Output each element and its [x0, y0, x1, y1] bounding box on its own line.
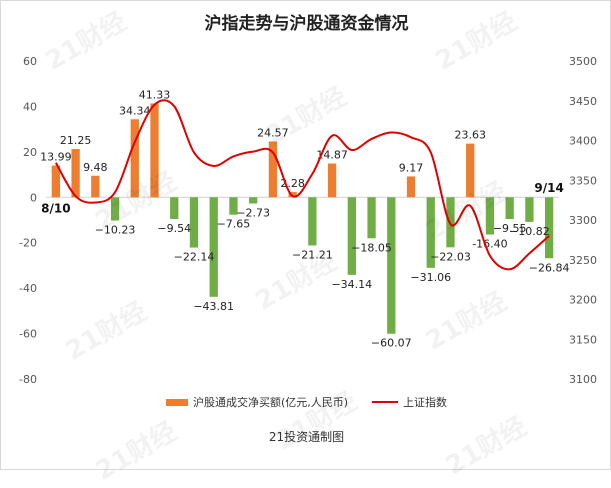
source-note: 21投资通制图 [268, 430, 345, 444]
bar [249, 197, 258, 204]
left-tick-label: -40 [19, 282, 37, 295]
legend-line-swatch [372, 401, 399, 403]
bar-data-labels: 13.99 21.25 9.48 −10.23 34.34 41.33 −9.54 −22.1… [40, 88, 569, 349]
bar-data-label: 23.63 [454, 129, 486, 142]
right-tick-label: 3100 [569, 373, 597, 386]
bar-data-label: −10.23 [95, 224, 136, 237]
bar [505, 197, 514, 219]
bar [387, 197, 396, 334]
bar [268, 141, 278, 198]
bar-data-label: 21.25 [60, 134, 92, 147]
bar [327, 163, 337, 198]
bar-data-label: −31.06 [410, 271, 451, 284]
bar-data-label: −21.21 [292, 248, 333, 261]
right-tick-label: 3150 [569, 333, 597, 346]
legend-bar-swatch [165, 398, 188, 406]
bar [91, 175, 100, 198]
legend-item-bars: 沪股通成交净买额(亿元,人民币) [165, 394, 349, 410]
bar [347, 197, 356, 275]
bar-data-label: −34.14 [331, 278, 372, 291]
bar [466, 143, 475, 198]
bar-data-label: −26.84 [529, 261, 570, 274]
right-tick-label: 3350 [569, 174, 597, 187]
bar-data-label: 14.87 [316, 149, 348, 162]
right-tick-label: 3450 [569, 95, 597, 108]
bar-data-label: −43.81 [193, 300, 234, 313]
bar [150, 103, 159, 198]
legend-item-line: 上证指数 [372, 394, 447, 410]
left-tick-label: 40 [23, 100, 37, 113]
bar [544, 197, 554, 259]
left-tick-label: 0 [30, 191, 37, 204]
bar-data-label: 41.33 [139, 88, 171, 101]
left-tick-label: -60 [19, 328, 37, 341]
bar [189, 197, 199, 248]
bar [426, 197, 435, 268]
bar-data-label: −60.07 [371, 337, 412, 350]
bar-data-label: 9.48 [83, 161, 108, 174]
bar-data-label: 13.99 [40, 151, 72, 164]
bar-data-label: −18.05 [351, 241, 392, 254]
bar [51, 165, 61, 198]
left-tick-label: -20 [19, 237, 37, 250]
date-annotations: 8/10 9/14 [41, 181, 564, 215]
bar [525, 197, 534, 222]
bar-data-label: −10.82 [509, 225, 550, 238]
left-tick-label: 20 [23, 146, 37, 159]
bar [229, 197, 238, 215]
right-tick-label: 3250 [569, 254, 597, 267]
date-annotation: 9/14 [534, 181, 563, 195]
bar-data-label: 24.57 [257, 126, 289, 139]
bar-data-label: −7.65 [217, 218, 251, 231]
chart-title: 沪指走势与沪股通资金情况 [204, 14, 409, 34]
chart-plot: 60 40 20 0 -20 -40 -60 -80 3500 3450 3400 3350 3300… [19, 55, 597, 386]
right-tick-label: 3400 [569, 135, 597, 148]
bar-data-label: 34.34 [119, 104, 151, 117]
bar [288, 192, 297, 198]
bar-data-label: −22.03 [430, 250, 471, 263]
date-annotation: 8/10 [41, 202, 70, 216]
legend: 沪股通成交净买额(亿元,人民币) 上证指数 [1, 394, 611, 410]
bar [110, 197, 120, 221]
left-tick-label: 60 [23, 55, 37, 68]
bar-data-label: 9.17 [399, 161, 424, 174]
bar-data-label: -16.40 [472, 238, 507, 251]
bar [170, 197, 179, 219]
left-axis: 60 40 20 0 -20 -40 -60 -80 [19, 55, 37, 386]
right-tick-label: 3500 [569, 55, 597, 68]
bar [308, 197, 317, 246]
bar [485, 197, 495, 235]
bar-data-label: −9.54 [157, 222, 191, 235]
left-tick-label: -80 [19, 373, 37, 386]
legend-bar-label: 沪股通成交净买额(亿元,人民币) [192, 396, 349, 409]
bar [367, 197, 376, 239]
bar [130, 119, 139, 198]
bar [71, 149, 80, 198]
bar-data-label: −22.14 [174, 251, 215, 264]
bar-data-label: −2.73 [236, 206, 270, 219]
right-tick-label: 3200 [569, 294, 597, 307]
bar [209, 197, 218, 297]
legend-line-label: 上证指数 [403, 396, 448, 409]
bar-data-label: −9.55 [493, 222, 527, 235]
index-line [54, 99, 550, 271]
bar [406, 176, 416, 198]
right-tick-label: 3300 [569, 214, 597, 227]
right-axis: 3500 3450 3400 3350 3300 3250 3200 3150 3100 [569, 55, 597, 386]
